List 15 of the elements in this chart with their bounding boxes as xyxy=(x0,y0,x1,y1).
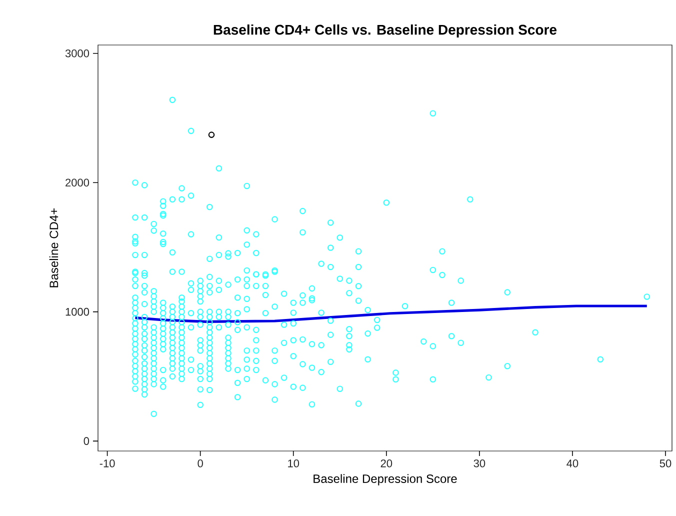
x-tick-label: 0 xyxy=(198,460,203,468)
x-tick-label: 20 xyxy=(380,460,392,468)
x-tick-label: 50 xyxy=(660,460,672,468)
x-tick-label: 10 xyxy=(288,460,300,468)
y-tick-label: 0 xyxy=(84,437,90,445)
y-tick-label: 3000 xyxy=(65,49,90,58)
x-tick-label: -10 xyxy=(100,460,115,468)
y-axis-title: Baseline CD4+ xyxy=(49,208,58,288)
y-tick-label: 1000 xyxy=(66,308,90,316)
line-series xyxy=(134,304,648,323)
y-tick-label: 2000 xyxy=(66,178,90,187)
x-tick-label: 30 xyxy=(474,460,486,468)
x-axis-title: Baseline Depression Score xyxy=(314,474,457,486)
x-tick-label: 40 xyxy=(566,460,578,468)
chart-title: Baseline CD4+ Cells vs. Baseline Depression Score xyxy=(214,24,557,38)
